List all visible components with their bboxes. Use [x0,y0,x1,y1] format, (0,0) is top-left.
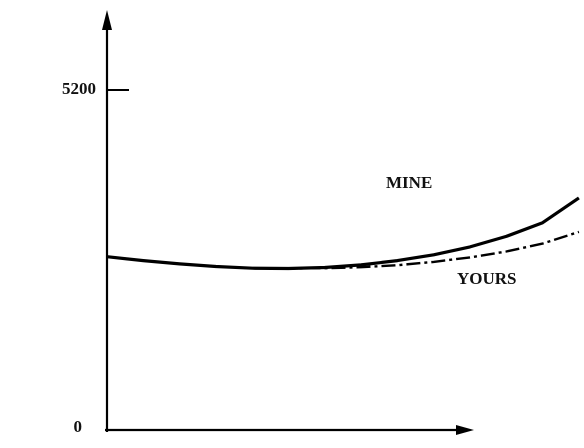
y-tick-label: 5200 [62,79,96,98]
series-line [106,196,580,271]
x-axis-arrow [456,425,474,435]
series-label: MINE [386,173,432,192]
y-tick-label: 0 [74,417,83,436]
series-label: YOURS [457,269,517,288]
series-line [106,230,580,270]
y-axis-arrow [102,10,112,30]
